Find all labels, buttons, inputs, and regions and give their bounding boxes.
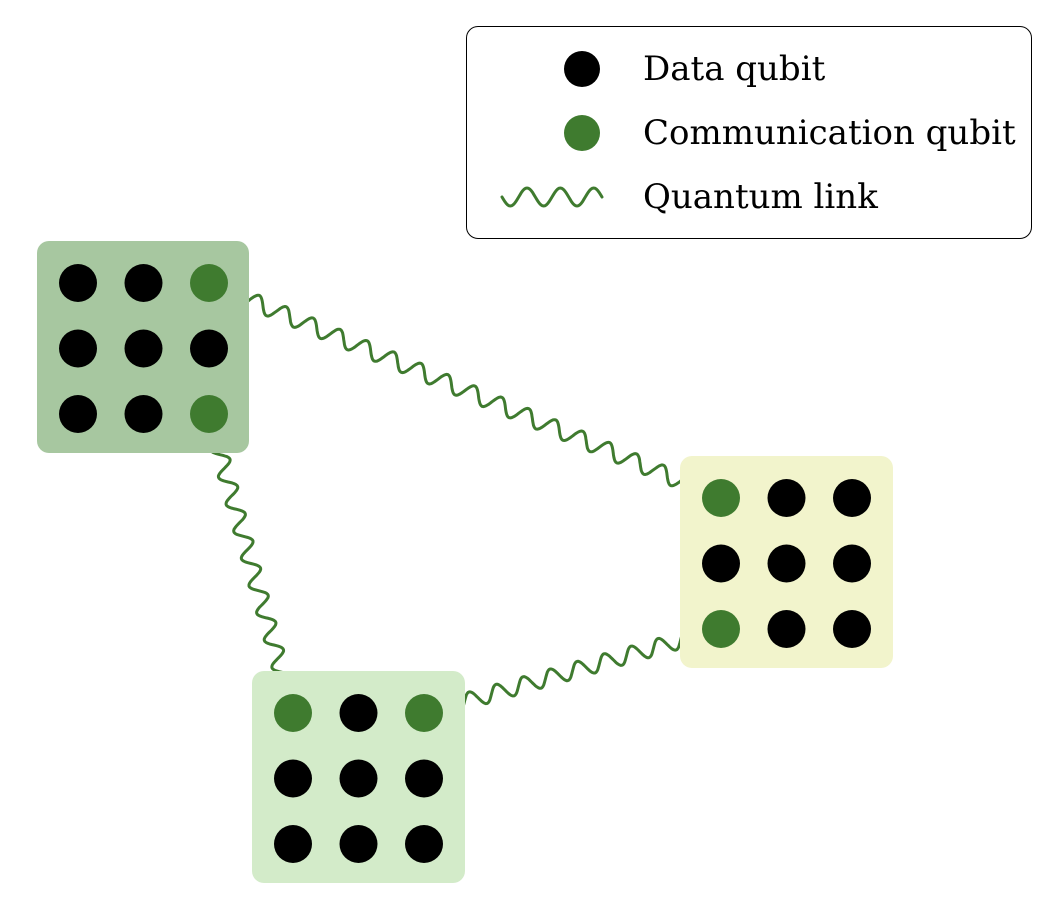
data-qubit: [274, 759, 312, 798]
data-qubit: [339, 759, 378, 798]
legend-item-quantum-link: Quantum link: [467, 173, 1031, 221]
node-b: [680, 456, 893, 668]
data-qubit: [833, 479, 871, 517]
data-qubit: [124, 329, 163, 368]
data-qubit: [339, 694, 378, 732]
communication-qubit: [274, 694, 312, 732]
legend-label-data-qubit: Data qubit: [643, 49, 826, 89]
data-qubit: [833, 544, 871, 583]
quantum-nodes: [37, 241, 893, 883]
data-qubit: [59, 264, 97, 302]
communication-qubit: [702, 610, 740, 648]
data-qubit: [124, 395, 163, 433]
data-qubit: [339, 825, 378, 863]
black-dot-icon: [564, 51, 600, 87]
quantum-links: [201, 282, 723, 721]
legend-item-data-qubit: Data qubit: [467, 45, 1031, 93]
quantum-link: [207, 282, 723, 499]
legend-label-communication-qubit: Communication qubit: [643, 113, 1016, 153]
data-qubit: [767, 610, 806, 648]
communication-qubit: [190, 264, 228, 302]
legend: Data qubit Communication qubit Quantum l…: [466, 26, 1032, 239]
green-dot-icon: [564, 115, 600, 151]
data-qubit: [405, 825, 443, 863]
legend-item-communication-qubit: Communication qubit: [467, 109, 1031, 157]
data-qubit: [124, 264, 163, 302]
legend-label-quantum-link: Quantum link: [643, 177, 878, 217]
data-qubit: [405, 759, 443, 798]
node-c: [252, 671, 465, 883]
communication-qubit: [405, 694, 443, 732]
data-qubit: [767, 544, 806, 583]
data-qubit: [190, 329, 228, 368]
communication-qubit: [702, 479, 740, 517]
data-qubit: [767, 479, 806, 517]
data-qubit: [59, 329, 97, 368]
quantum-link: [422, 621, 723, 721]
data-qubit: [59, 395, 97, 433]
data-qubit: [833, 610, 871, 648]
quantum-link: [201, 412, 301, 715]
data-qubit: [274, 825, 312, 863]
communication-qubit: [190, 395, 228, 433]
node-a: [37, 241, 249, 453]
data-qubit: [702, 544, 740, 583]
wavy-line-icon: [500, 186, 604, 208]
